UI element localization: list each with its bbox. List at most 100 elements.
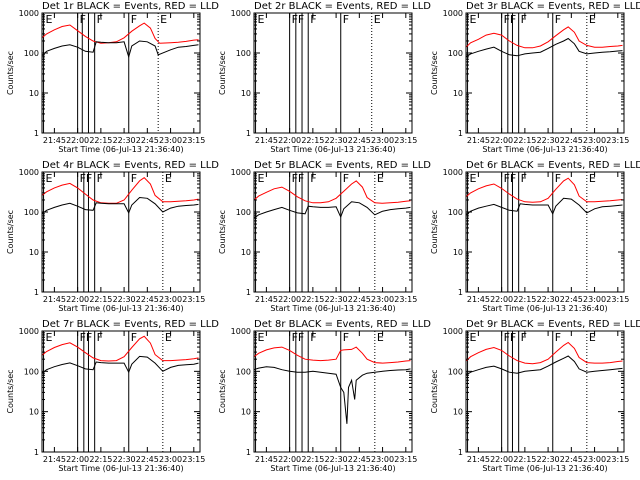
x-tick-label: 23:00 [371,455,394,464]
y-tick-label: 10 [241,248,251,257]
x-tick-label: 21:45 [255,136,278,145]
panel-title: Det 3r BLACK = Events, RED = LLD [466,1,640,12]
y-axis-label: Counts/sec [218,369,227,413]
event-marker-label: E [165,331,172,344]
event-marker-label: F [504,172,510,185]
panel-title: Det 4r BLACK = Events, RED = LLD [42,160,219,171]
x-tick-label: 22:45 [348,295,371,304]
panel-title: Det 8r BLACK = Events, RED = LLD [254,319,431,330]
x-tick-label: 23:15 [182,295,205,304]
event-marker-label: E [589,172,596,185]
x-tick-label: 22:30 [113,455,136,464]
event-marker-label: E [258,172,265,185]
plot-frame [253,171,413,293]
y-axis-label: Counts/sec [6,210,15,254]
event-marker-label: F [97,172,103,185]
panel-det-2: Det 2r BLACK = Events, RED = LLD Counts/s… [218,1,431,154]
x-tick-label: 23:00 [159,136,182,145]
y-tick-label: 100 [24,367,39,376]
panel-det-1: Det 1r BLACK = Events, RED = LLD Counts/s… [6,1,219,154]
event-marker-label: F [97,13,103,26]
y-tick-label: 10 [453,89,463,98]
event-marker-label: F [298,331,304,344]
x-axis-label: Start Time (06-Jul-13 21:36:40) [482,304,607,313]
plot-frame [253,12,413,134]
series-black-line [42,196,199,215]
y-tick-label: 10 [241,408,251,417]
event-marker-label: F [510,172,516,185]
event-marker-label: E [46,13,53,26]
x-tick-label: 23:00 [371,295,394,304]
x-tick-label: 22:30 [113,295,136,304]
event-marker-label: E [377,331,384,344]
x-tick-label: 21:45 [43,136,66,145]
series-red-line [254,180,411,204]
event-marker-label: F [86,331,92,344]
y-tick-label: 100 [24,208,39,217]
x-tick-label: 22:00 [278,455,301,464]
x-tick-label: 22:30 [113,136,136,145]
event-marker-label: E [374,13,381,26]
event-marker-label: F [292,331,298,344]
x-tick-label: 22:15 [301,455,324,464]
x-tick-label: 22:00 [490,455,513,464]
x-tick-label: 23:15 [606,136,629,145]
y-tick-label: 1000 [231,327,251,336]
series-red-line [42,177,199,204]
event-marker-label: F [343,13,349,26]
event-marker-label: F [521,172,527,185]
event-marker-label: E [46,172,53,185]
panel-det-3: Det 3r BLACK = Events, RED = LLD Counts/s… [430,1,640,154]
x-axis-label: Start Time (06-Jul-13 21:36:40) [58,145,183,154]
y-tick-label: 100 [448,49,463,58]
x-tick-label: 21:45 [255,295,278,304]
event-marker-label: F [80,172,86,185]
series-black-line [42,355,199,374]
x-tick-label: 22:15 [513,455,536,464]
x-tick-label: 23:00 [159,455,182,464]
event-marker-label: F [343,331,349,344]
x-tick-label: 23:15 [182,136,205,145]
x-tick-label: 22:00 [490,136,513,145]
x-tick-label: 21:45 [43,295,66,304]
event-marker-label: F [343,172,349,185]
event-marker-label: F [298,13,304,26]
x-tick-label: 22:15 [89,136,112,145]
y-tick-label: 1 [34,448,39,457]
x-tick-label: 22:00 [66,295,89,304]
event-marker-label: F [97,331,103,344]
event-marker-label: F [504,13,510,26]
x-axis-label: Start Time (06-Jul-13 21:36:40) [482,464,607,473]
event-marker-label: F [292,172,298,185]
y-tick-label: 1000 [443,327,463,336]
y-axis-label: Counts/sec [430,51,439,95]
event-marker-label: F [131,13,137,26]
y-axis-label: Counts/sec [430,210,439,254]
event-marker-label: F [131,331,137,344]
x-axis-label: Start Time (06-Jul-13 21:36:40) [270,464,395,473]
panel-title: Det 2r BLACK = Events, RED = LLD [254,1,431,12]
panel-title: Det 1r BLACK = Events, RED = LLD [42,1,219,12]
event-marker-label: E [470,331,477,344]
x-tick-label: 22:30 [537,136,560,145]
x-tick-label: 22:30 [537,455,560,464]
y-tick-label: 100 [236,367,251,376]
y-tick-label: 10 [453,248,463,257]
y-tick-label: 1000 [19,9,39,18]
series-red-line [466,341,623,365]
x-tick-label: 22:15 [513,295,536,304]
event-marker-label: F [292,13,298,26]
x-tick-label: 22:30 [325,455,348,464]
event-marker-label: F [521,331,527,344]
x-tick-label: 21:45 [467,295,490,304]
x-tick-label: 23:00 [583,295,606,304]
x-tick-label: 23:15 [394,136,417,145]
series-black-line [466,355,623,376]
event-marker-label: E [589,13,596,26]
